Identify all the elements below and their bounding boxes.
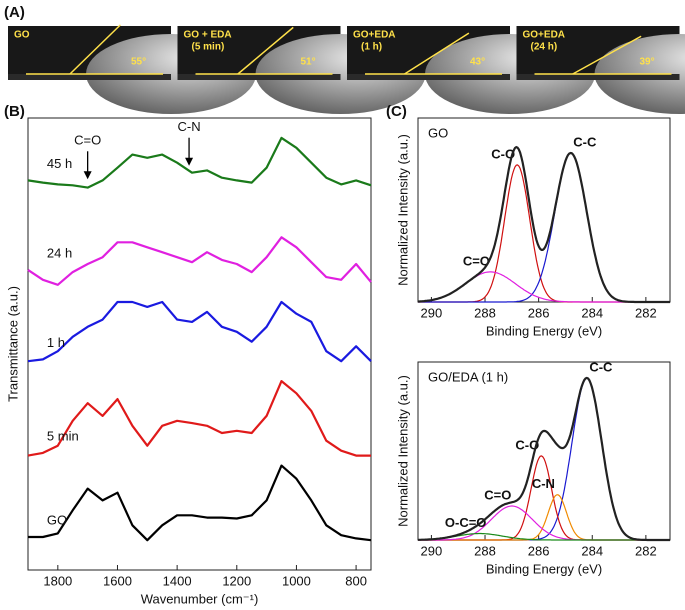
peak-label: C=O xyxy=(463,253,490,268)
arrow-head xyxy=(83,171,92,180)
photo-label: GO xyxy=(14,30,30,41)
x-tick-label: 288 xyxy=(474,543,496,558)
x-tick-label: 282 xyxy=(635,305,657,320)
fit-envelope xyxy=(418,145,670,304)
spectrum-line xyxy=(27,236,372,286)
photo-label: GO+EDA xyxy=(353,30,396,41)
plot-title: GO/EDA (1 h) xyxy=(428,369,508,384)
photo-label: GO + EDA xyxy=(184,30,232,41)
x-tick-label: 1600 xyxy=(103,573,132,588)
x-axis-label: Binding Energy (eV) xyxy=(486,323,602,338)
x-tick-label: 282 xyxy=(635,543,657,558)
x-axis-label: Binding Energy (eV) xyxy=(486,561,602,576)
peak-label: C-O xyxy=(515,437,539,452)
peak-label: C-N xyxy=(532,476,555,491)
x-tick-label: 288 xyxy=(474,305,496,320)
series-label: 24 h xyxy=(47,245,72,260)
y-axis-label: Transmittance (a.u.) xyxy=(5,286,20,402)
plot-title: GO xyxy=(428,125,448,140)
peak-component xyxy=(418,164,670,303)
x-tick-label: 800 xyxy=(345,573,367,588)
contact-angle: 43° xyxy=(470,57,485,68)
annotation: C-N xyxy=(178,119,201,134)
contact-angle: 39° xyxy=(640,57,655,68)
x-tick-label: 284 xyxy=(581,543,603,558)
contact-angle: 55° xyxy=(131,57,146,68)
spectrum-line xyxy=(28,464,372,542)
y-axis-label: Normalized Intensity (a.u.) xyxy=(395,375,410,527)
x-axis-label: Wavenumber (cm⁻¹) xyxy=(141,591,259,606)
tangent xyxy=(404,32,470,75)
spectrum-line xyxy=(27,380,371,457)
tangent xyxy=(572,35,642,75)
x-tick-label: 290 xyxy=(421,305,443,320)
x-tick-label: 1400 xyxy=(163,573,192,588)
photo-label: (5 min) xyxy=(192,42,225,53)
photo: GO+EDA(24 h) 39° xyxy=(516,26,685,114)
tangent xyxy=(69,24,121,75)
plot-frame xyxy=(417,361,671,541)
peak-component xyxy=(418,532,670,541)
x-tick-label: 1800 xyxy=(43,573,72,588)
tangent xyxy=(237,26,294,75)
peak-label: C-C xyxy=(573,135,597,150)
series-label: 1 h xyxy=(47,335,65,350)
x-tick-label: 290 xyxy=(421,543,443,558)
photo-label: GO+EDA xyxy=(523,30,566,41)
contact-angle: 51° xyxy=(301,57,316,68)
fit-envelope xyxy=(418,376,670,542)
photo-label: (24 h) xyxy=(531,42,558,53)
x-tick-label: 284 xyxy=(581,305,603,320)
spectrum-line xyxy=(27,300,372,363)
plot-frame xyxy=(417,117,671,303)
x-tick-label: 1000 xyxy=(282,573,311,588)
panel-label: (A) xyxy=(4,4,25,21)
annotation: C=O xyxy=(74,133,101,148)
panel-label: (B) xyxy=(4,103,25,120)
arrow-head xyxy=(185,157,194,166)
x-tick-label: 286 xyxy=(528,305,550,320)
x-tick-label: 1200 xyxy=(222,573,251,588)
substrate xyxy=(516,74,680,80)
series-label: GO xyxy=(47,512,67,527)
peak-component xyxy=(418,152,670,303)
spectrum-line xyxy=(27,136,372,189)
peak-label: C-O xyxy=(491,146,515,161)
series-label: 45 h xyxy=(47,156,72,171)
y-axis-label: Normalized Intensity (a.u.) xyxy=(395,134,410,286)
plot-frame xyxy=(27,117,372,571)
x-tick-label: 286 xyxy=(528,543,550,558)
substrate xyxy=(347,74,510,80)
peak-label: C-C xyxy=(589,360,613,375)
substrate xyxy=(177,74,341,80)
peak-label: C=O xyxy=(484,487,511,502)
series-label: 5 min xyxy=(47,428,79,443)
photo-label: (1 h) xyxy=(361,42,382,53)
substrate xyxy=(8,74,171,80)
panel-label: (C) xyxy=(386,103,407,120)
